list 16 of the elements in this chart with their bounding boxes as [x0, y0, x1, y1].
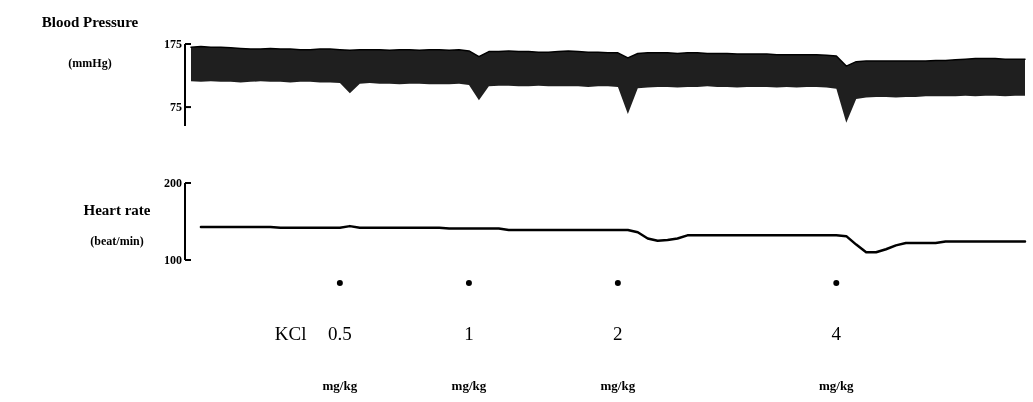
- text: mg/kg: [451, 378, 487, 393]
- y-axis-title: Heart rate (beat/min): [83, 202, 151, 248]
- text: 2: [613, 323, 623, 344]
- text: KCl: [274, 323, 307, 344]
- text: 0.5: [327, 323, 352, 344]
- y-tick-label: 100: [164, 253, 182, 268]
- y-tick-label: 175: [164, 37, 182, 52]
- text: mg/kg: [818, 378, 855, 393]
- text: 4: [831, 323, 842, 344]
- y-tick-label: 75: [170, 100, 182, 115]
- line-series: [199, 224, 1027, 254]
- y-tick-label: 200: [164, 176, 182, 191]
- text: 1: [464, 323, 474, 344]
- text: mg/kg: [600, 378, 636, 393]
- text: Blood Pressure (mmHg): [41, 14, 139, 70]
- text: mg/kg: [322, 378, 358, 393]
